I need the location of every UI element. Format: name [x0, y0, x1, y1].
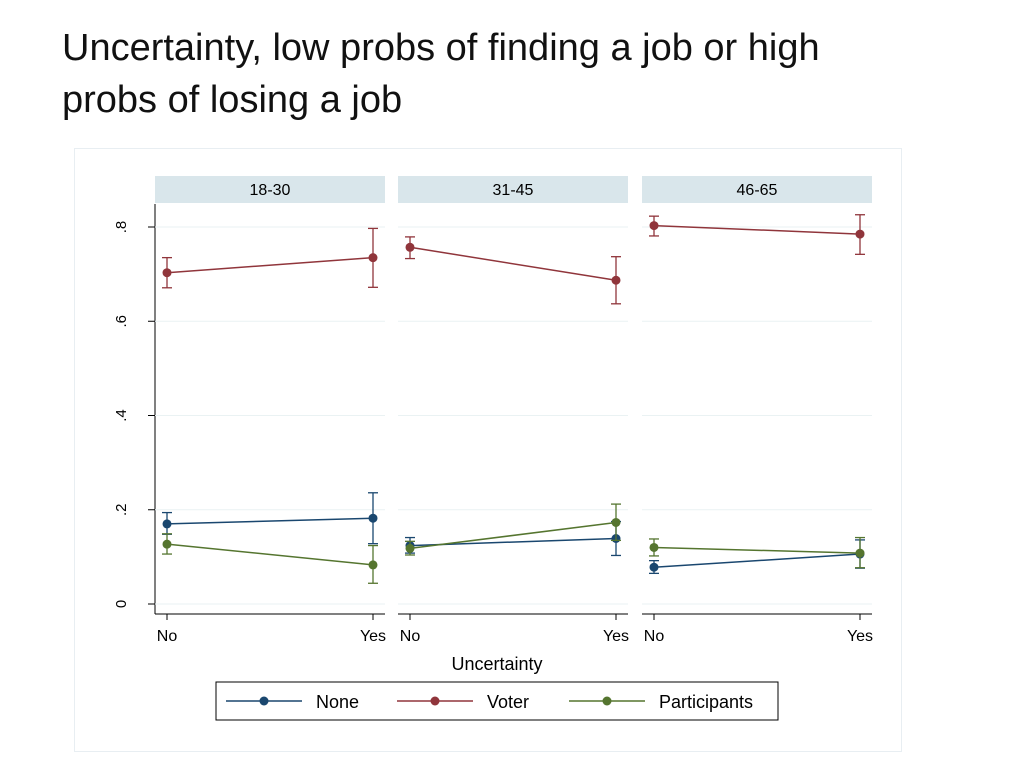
- panel-strip-label: 31-45: [493, 182, 534, 199]
- series-line: [653, 553, 861, 568]
- data-point: [649, 221, 659, 231]
- x-tick-label: Yes: [603, 628, 629, 645]
- data-point: [611, 275, 621, 285]
- x-tick-label: No: [644, 628, 665, 645]
- data-point: [405, 242, 415, 252]
- legend-box: [215, 681, 779, 721]
- data-point: [162, 539, 172, 549]
- x-tick-label: Yes: [360, 628, 386, 645]
- legend-label: Participants: [659, 692, 753, 712]
- y-tick-label: .2: [113, 503, 130, 516]
- panel-strip: [642, 176, 872, 203]
- data-point: [649, 542, 659, 552]
- y-tick-label: .8: [113, 221, 130, 234]
- data-point: [855, 229, 865, 239]
- x-tick-label: No: [400, 628, 421, 645]
- data-point: [162, 519, 172, 529]
- data-point: [611, 517, 621, 527]
- data-point: [368, 560, 378, 570]
- y-tick-label: .4: [113, 409, 130, 422]
- series-line: [166, 517, 374, 525]
- series-line: [653, 546, 861, 554]
- x-axis-title: Uncertainty: [451, 654, 542, 674]
- panel-strip: [155, 176, 385, 203]
- legend-label: None: [316, 692, 359, 712]
- data-point: [368, 513, 378, 523]
- data-point: [649, 562, 659, 572]
- x-tick-label: Yes: [847, 628, 873, 645]
- data-point: [855, 548, 865, 558]
- data-point: [405, 543, 415, 553]
- y-tick-label: .6: [113, 315, 130, 328]
- panel-strip: [398, 176, 628, 203]
- legend-marker: [259, 696, 269, 706]
- y-tick-label: 0: [113, 600, 130, 608]
- legend-marker: [602, 696, 612, 706]
- data-point: [368, 253, 378, 263]
- legend-label: Voter: [487, 692, 529, 712]
- data-point: [162, 268, 172, 278]
- slide-title: Uncertainty, low probs of finding a job …: [62, 22, 962, 126]
- chart-frame: [74, 148, 902, 752]
- series-line: [409, 521, 617, 550]
- panel-strip-label: 18-30: [250, 182, 291, 199]
- series-line: [409, 246, 617, 281]
- x-tick-label: No: [157, 628, 178, 645]
- slide-title-line-1: Uncertainty, low probs of finding a job …: [62, 27, 820, 69]
- panel-strip-label: 46-65: [737, 182, 778, 199]
- slide-title-line-2: probs of losing a job: [62, 79, 403, 121]
- series-line: [166, 543, 374, 566]
- series-line: [166, 256, 374, 274]
- series-line: [653, 224, 861, 235]
- legend-marker: [430, 696, 440, 706]
